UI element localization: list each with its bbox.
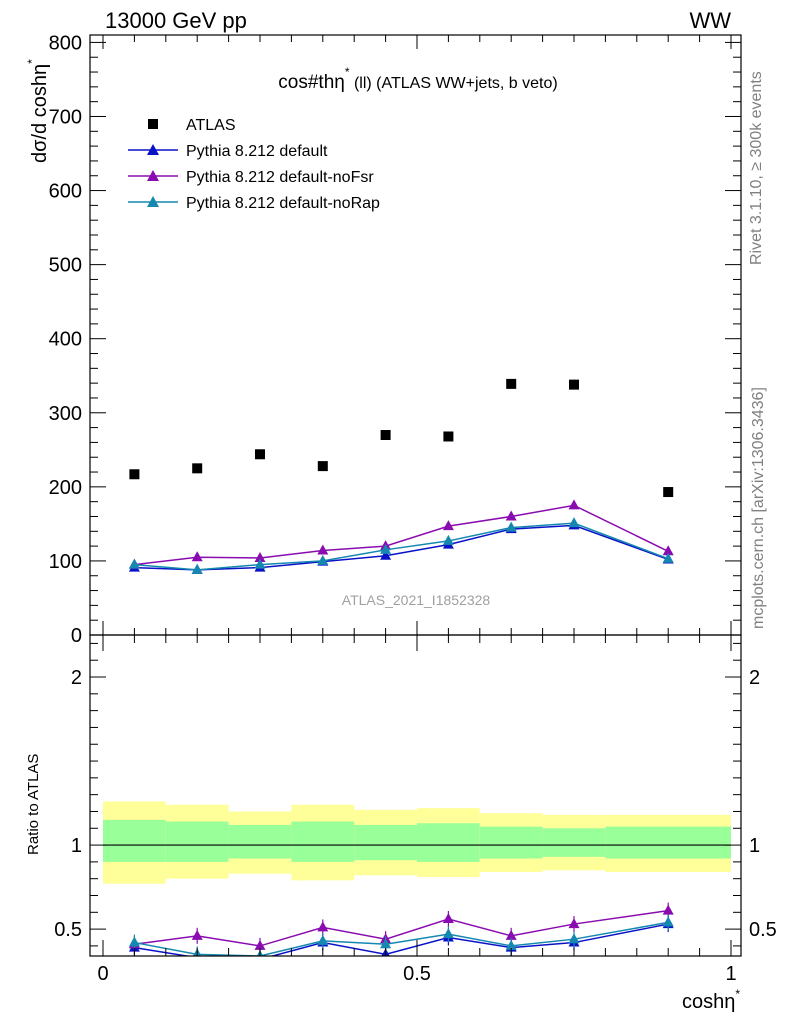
source-label: mcplots.cern.ch [arXiv:1306.3436]: [750, 387, 767, 629]
ratio-marker-noRap: [442, 928, 454, 939]
legend-label-norap: Pythia 8.212 default-noRap: [186, 195, 380, 212]
data-point-atlas: [129, 469, 140, 480]
series-marker-noFsr: [254, 551, 266, 562]
uncertainty-band-inner: [165, 821, 229, 862]
data-point-atlas: [192, 463, 203, 474]
uncertainty-band-inner: [542, 828, 606, 857]
collision-label: 13000 GeV pp: [105, 8, 247, 33]
main-y-tick-label: 400: [49, 329, 82, 351]
ratio-ticks: 0.5 0.5 1 1 2 2 0 0.5 1: [54, 635, 777, 985]
ratio-line-noFsr: [134, 909, 669, 947]
series-marker-noFsr: [662, 545, 674, 556]
ratio-y-tick-label: 2: [71, 667, 82, 689]
data-point-atlas: [506, 378, 517, 389]
legend-label-atlas: ATLAS: [186, 117, 236, 134]
legend-marker-nofsr: [147, 170, 159, 181]
data-point-atlas: [380, 430, 391, 440]
data-point-atlas: [663, 487, 674, 498]
generator-label: Rivet 3.1.10, ≥ 300k events: [748, 71, 765, 265]
uncertainty-band-inner: [228, 824, 292, 859]
process-label: WW: [689, 8, 731, 33]
main-y-tick-label: 600: [49, 181, 82, 203]
x-tick-label: 0: [97, 963, 108, 985]
uncertainty-band-inner: [605, 826, 731, 859]
series-marker-noRap: [505, 521, 517, 532]
ratio-marker-noRap: [662, 916, 674, 927]
main-y-tick-label: 100: [49, 551, 82, 573]
ratio-marker-noFsr: [662, 904, 674, 915]
ratio-marker-noFsr: [191, 929, 203, 940]
series-line-noFsr: [134, 504, 669, 566]
main-y-tick-label: 0: [71, 625, 82, 647]
ratio-panel-frame: [89, 634, 742, 957]
legend: ATLAS Pythia 8.212 default Pythia 8.212 …: [128, 117, 380, 212]
ratio-y-tick-label-right: 2: [749, 667, 760, 689]
series-marker-noFsr: [317, 544, 329, 555]
watermark: ATLAS_2021_I1852328: [342, 592, 491, 608]
ratio-marker-noFsr: [442, 913, 454, 924]
uncertainty-band-inner: [103, 819, 166, 862]
ratio-marker-noFsr: [317, 921, 329, 932]
ratio-y-tick-label: 0.5: [54, 919, 82, 941]
main-y-tick-label: 700: [49, 106, 82, 128]
legend-label-nofsr: Pythia 8.212 default-noFsr: [186, 169, 374, 186]
ratio-marker-noRap: [505, 939, 517, 950]
uncertainty-band-inner: [291, 821, 355, 862]
x-tick-label: 0.5: [403, 963, 431, 985]
series-marker-noRap: [191, 563, 203, 574]
series-marker-default: [380, 549, 392, 560]
legend-entry-norap: Pythia 8.212 default-noRap: [128, 195, 380, 212]
main-y-tick-label: 300: [49, 403, 82, 425]
legend-label-default: Pythia 8.212 default: [186, 143, 328, 160]
legend-entry-atlas: ATLAS: [148, 117, 236, 134]
ratio-marker-noFsr: [505, 929, 517, 940]
series-marker-noFsr: [568, 499, 580, 510]
ratio-marker-noFsr: [568, 918, 580, 929]
series-marker-noFsr: [191, 551, 203, 562]
main-y-ticks: 0 100 200 300 400 500 600 700 800: [49, 32, 741, 647]
ratio-marker-noFsr: [254, 939, 266, 950]
x-tick-label: 1: [725, 963, 736, 985]
series-marker-noFsr: [442, 520, 454, 531]
legend-marker-norap: [147, 196, 159, 207]
ratio-y-tick-label-right: 1: [749, 835, 760, 857]
legend-marker-default: [147, 144, 159, 155]
series-marker-noRap: [662, 552, 674, 563]
ratio-marker-noRap: [317, 934, 329, 945]
ratio-y-tick-label: 1: [71, 835, 82, 857]
ratio-y-axis-title: Ratio to ATLAS: [25, 754, 42, 855]
uncertainty-band-inner: [479, 826, 543, 859]
data-point-atlas: [569, 379, 579, 390]
series-marker-noFsr: [505, 510, 517, 521]
data-point-atlas: [255, 449, 265, 460]
ratio-marker-noRap: [380, 938, 392, 949]
legend-marker-atlas: [148, 119, 158, 129]
main-y-tick-label: 500: [49, 255, 82, 277]
ratio-y-tick-label-right: 0.5: [749, 919, 777, 941]
plot-title: cos#thη* (ll) (ATLAS WW+jets, b veto): [278, 65, 557, 93]
data-point-atlas: [317, 461, 328, 472]
x-axis-title: coshη*: [682, 987, 740, 1013]
main-y-axis-title: dσ/d coshη*: [25, 59, 51, 163]
series-marker-noRap: [442, 534, 454, 545]
ratio-marker-noRap: [128, 936, 140, 947]
main-y-tick-label: 800: [49, 32, 82, 54]
ratio-panel: 0.5 0.5 1 1 2 2 0 0.5 1 Ratio to ATLAS coshη*: [25, 634, 777, 1013]
series-marker-noRap: [380, 543, 392, 554]
ratio-marker-noRap: [568, 933, 580, 944]
legend-entry-nofsr: Pythia 8.212 default-noFsr: [128, 169, 374, 186]
main-panel: 0 100 200 300 400 500 600 700 800 ATLAS_2021_I18…: [25, 32, 742, 647]
series-marker-noRap: [254, 558, 266, 569]
series-marker-noRap: [568, 517, 580, 528]
main-y-tick-label: 200: [49, 477, 82, 499]
data-point-atlas: [443, 431, 454, 442]
series-marker-noRap: [128, 558, 140, 569]
series-marker-noRap: [317, 554, 329, 565]
uncertainty-band-inner: [417, 823, 480, 862]
uncertainty-band-inner: [354, 824, 417, 861]
legend-entry-default: Pythia 8.212 default: [128, 143, 328, 160]
